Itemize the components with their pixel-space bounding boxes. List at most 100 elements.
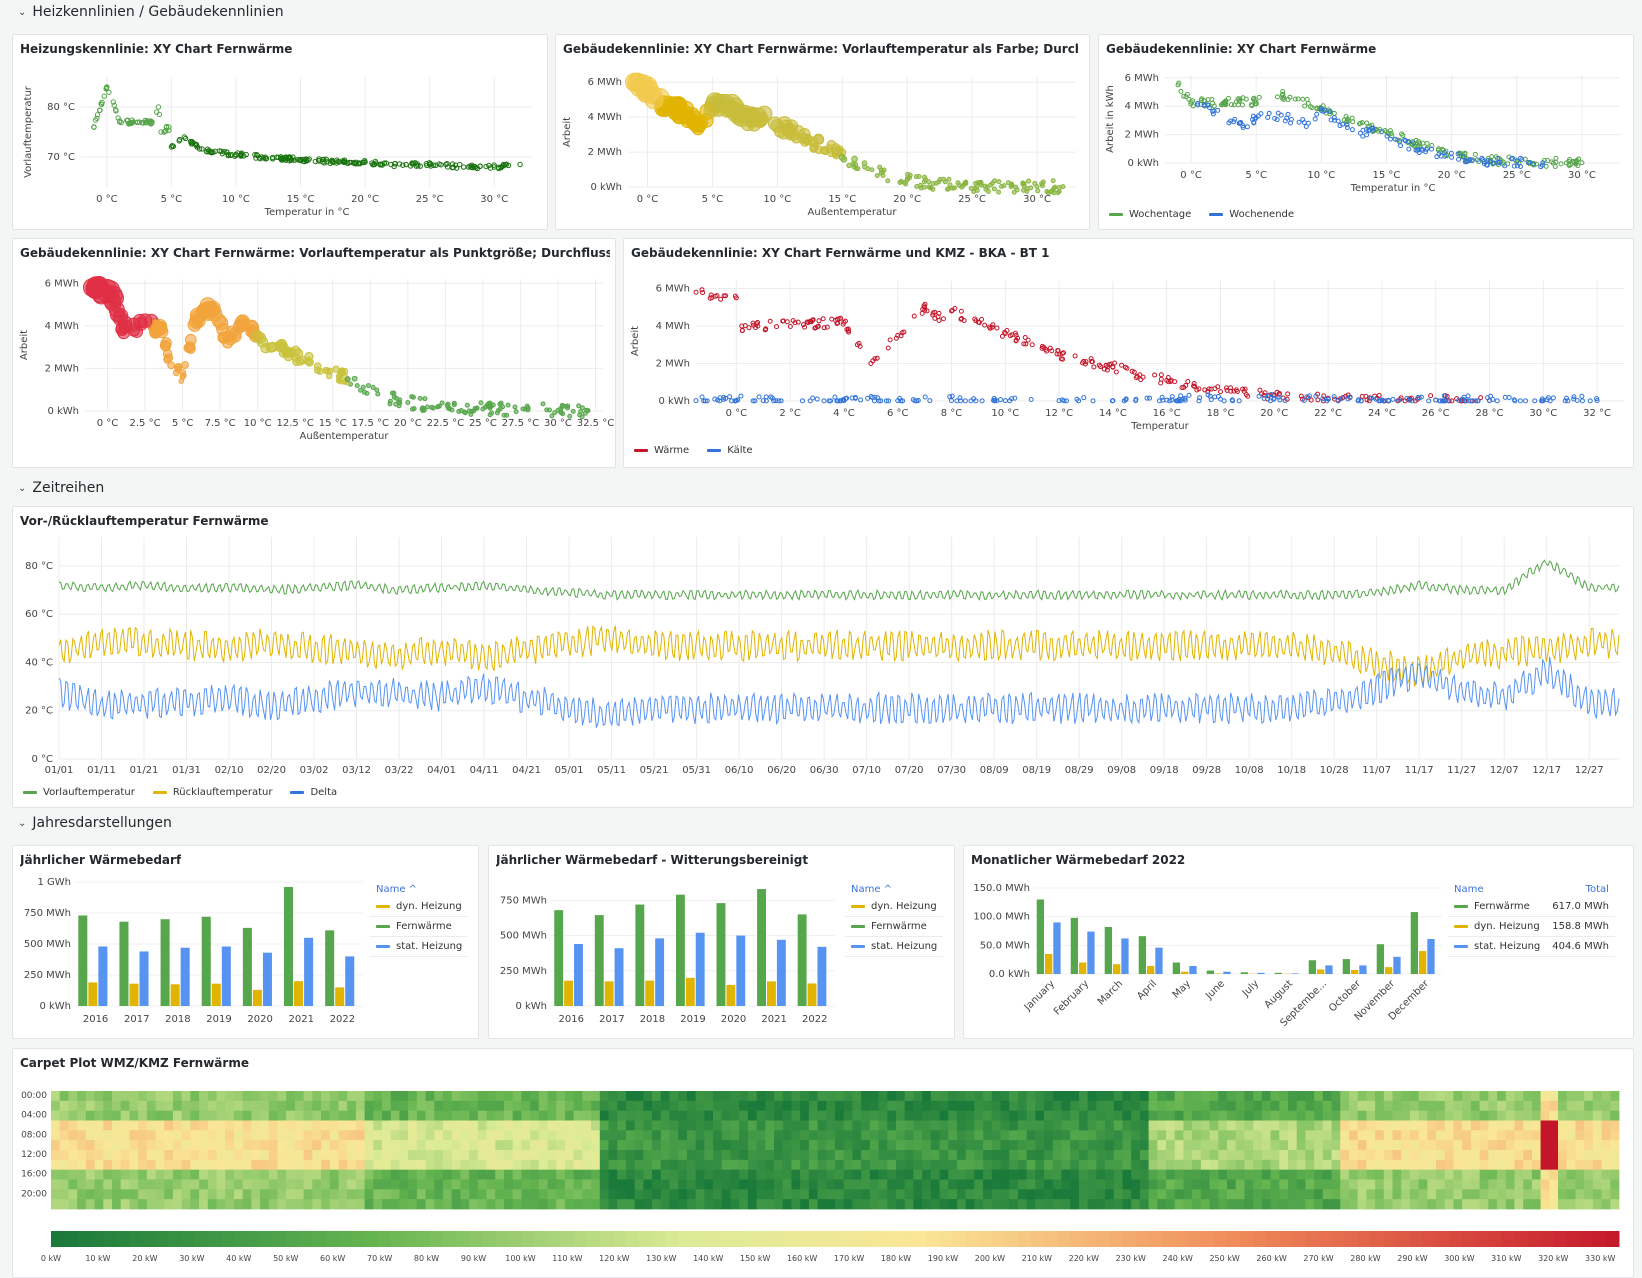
- heatmap-cell: [1348, 1179, 1359, 1190]
- data-point: [370, 384, 376, 390]
- bar: [1308, 960, 1317, 974]
- data-point: [913, 174, 919, 180]
- panel-carpet-plot[interactable]: Carpet Plot WMZ/KMZ Fernwärme 00:00 04:00…: [12, 1048, 1634, 1278]
- legend-item-kaelte[interactable]: Kälte: [707, 445, 753, 456]
- bar: [1385, 967, 1393, 974]
- heatmap-cell: [1139, 1199, 1149, 1210]
- heatmap-cell: [1035, 1199, 1045, 1210]
- data-point: [992, 398, 998, 404]
- x-tick-label: 7.5 °C: [205, 418, 236, 429]
- heatmap-cell: [347, 1159, 357, 1171]
- heatmap-cell: [51, 1159, 61, 1171]
- heatmap-cell: [1096, 1199, 1106, 1210]
- heatmap-cell: [1279, 1169, 1289, 1180]
- row-header-heizkennlinien[interactable]: ⌄ Heizkennlinien / Gebäudekennlinien: [18, 4, 284, 20]
- panel-vor-ruecklauf[interactable]: Vor-/Rücklauftemperatur Fernwärme 0 °C 20…: [12, 506, 1634, 808]
- heatmap-cell: [260, 1150, 270, 1161]
- heatmap-cell: [1044, 1100, 1054, 1112]
- panel-gebaeudekennlinie-kmz[interactable]: Gebäudekennlinie: XY Chart Fernwärme und…: [623, 238, 1634, 468]
- heatmap-cell: [155, 1199, 165, 1210]
- heatmap-cell: [948, 1120, 958, 1131]
- heatmap-cell: [1436, 1179, 1446, 1190]
- heatmap-cell: [747, 1100, 757, 1112]
- heatmap-cell: [1566, 1110, 1576, 1121]
- heatmap-cell: [704, 1159, 714, 1171]
- heatmap-cell: [1287, 1150, 1298, 1161]
- legend-row[interactable]: stat. Heizung: [370, 936, 469, 957]
- heatmap-cell: [634, 1120, 644, 1131]
- data-point: [828, 398, 834, 404]
- heatmap-cell: [190, 1159, 200, 1171]
- legend-sort-header[interactable]: Name ^: [851, 884, 893, 895]
- heatmap-cell: [948, 1140, 958, 1151]
- legend-row[interactable]: Fernwärme 617.0 MWh: [1448, 897, 1615, 917]
- bar: [574, 944, 583, 1006]
- heatmap-cell: [408, 1159, 418, 1171]
- legend-row[interactable]: stat. Heizung: [845, 936, 944, 957]
- heatmap-cell: [887, 1189, 897, 1200]
- legend-row[interactable]: Fernwärme: [370, 916, 469, 937]
- x-tick-label: 18 °C: [1207, 408, 1235, 419]
- legend-item-vorlauf[interactable]: Vorlauftemperatur: [23, 787, 135, 798]
- data-point: [1167, 398, 1173, 404]
- legend-item-waerme[interactable]: Wärme: [634, 445, 689, 456]
- scale-cell: [377, 1231, 392, 1247]
- heatmap-cell: [678, 1091, 688, 1102]
- legend-sort-header[interactable]: Name ^: [376, 884, 418, 895]
- legend-item-ruecklauf[interactable]: Rücklauftemperatur: [152, 787, 272, 798]
- heatmap-cell: [1584, 1140, 1594, 1151]
- panel-witterungsbereinigt[interactable]: Jährlicher Wärmebedarf - Witterungsberei…: [488, 845, 955, 1039]
- data-point: [357, 387, 363, 393]
- data-point: [424, 404, 430, 410]
- panel-jaehrlicher-waermebedarf[interactable]: Jährlicher Wärmebedarf 0 kWh 250 MWh 500 M…: [12, 845, 479, 1039]
- data-point: [936, 310, 942, 316]
- bar: [304, 937, 314, 1006]
- panel-gebaeudekennlinie-woche[interactable]: Gebäudekennlinie: XY Chart Fernwärme 0 °…: [1098, 34, 1634, 230]
- y-tick-label: 2 MWh: [656, 359, 690, 370]
- legend-name-header[interactable]: Name: [1454, 884, 1484, 895]
- heatmap-cell: [321, 1189, 331, 1200]
- legend-row[interactable]: Fernwärme: [845, 916, 944, 937]
- legend-row[interactable]: stat. Heizung 404.6 MWh: [1448, 936, 1615, 957]
- legend-item-wochentage[interactable]: Wochentage: [1109, 209, 1191, 220]
- panel-gebaeudekennlinie-punktgroesse[interactable]: Gebäudekennlinie: XY Chart Fernwärme: Vo…: [12, 238, 616, 468]
- heatmap-cell: [538, 1110, 548, 1121]
- heatmap-cell: [1392, 1169, 1402, 1180]
- heatmap-cell: [469, 1130, 479, 1141]
- data-point: [1210, 100, 1216, 106]
- legend-item-delta[interactable]: Delta: [290, 787, 337, 798]
- legend-row[interactable]: dyn. Heizung 158.8 MWh: [1448, 916, 1615, 937]
- x-tick-label: 32 °C: [1583, 408, 1611, 419]
- legend-row[interactable]: dyn. Heizung: [845, 897, 944, 917]
- heatmap-cell: [1035, 1140, 1045, 1151]
- heatmap-cell: [1070, 1150, 1080, 1161]
- data-point: [784, 319, 790, 325]
- heatmap-cell: [486, 1199, 496, 1210]
- row-header-jahresdarstellungen[interactable]: ⌄ Jahresdarstellungen: [18, 815, 172, 831]
- heatmap-cell: [721, 1159, 731, 1171]
- panel-monatlicher-waermebedarf[interactable]: Monatlicher Wärmebedarf 2022 0.0 kWh 50.0…: [963, 845, 1634, 1039]
- heatmap-cell: [1540, 1100, 1550, 1112]
- legend-total-header[interactable]: Total: [1585, 884, 1609, 895]
- data-point: [259, 154, 265, 160]
- data-point: [1416, 147, 1422, 153]
- data-point: [992, 178, 998, 184]
- heatmap-cell: [1157, 1189, 1167, 1200]
- heatmap-cell: [573, 1130, 583, 1141]
- heatmap-cell: [1052, 1091, 1062, 1102]
- heatmap-cell: [895, 1159, 906, 1171]
- data-point: [1455, 151, 1461, 157]
- heatmap-cell: [1279, 1110, 1289, 1121]
- legend-row[interactable]: dyn. Heizung: [370, 897, 469, 917]
- legend-item-wochenende[interactable]: Wochenende: [1209, 209, 1294, 220]
- data-point: [1060, 184, 1066, 190]
- scale-cell: [743, 1231, 758, 1247]
- x-tick-label: 2022: [330, 1014, 355, 1025]
- heatmap-cell: [1540, 1120, 1550, 1131]
- data-point: [936, 179, 942, 185]
- heatmap-cell: [582, 1159, 592, 1171]
- panel-gebaeudekennlinie-farbe[interactable]: Gebäudekennlinie: XY Chart Fernwärme: Vo…: [555, 34, 1090, 230]
- data-point: [644, 90, 664, 110]
- panel-heizungskennlinie[interactable]: Heizungskennlinie: XY Chart Fernwärme 0 …: [12, 34, 548, 230]
- row-header-zeitreihen[interactable]: ⌄ Zeitreihen: [18, 480, 104, 496]
